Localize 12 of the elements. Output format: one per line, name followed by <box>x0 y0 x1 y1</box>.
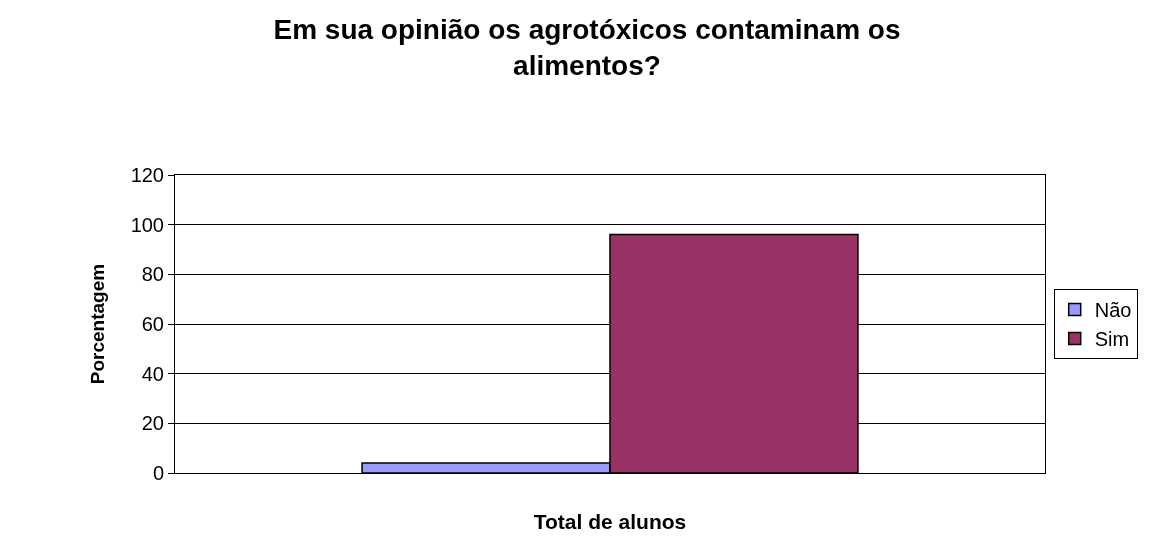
y-tick-label: 20 <box>141 412 164 435</box>
y-tick-label: 0 <box>152 462 164 484</box>
x-tick-label: Total de alunos <box>533 510 687 534</box>
y-tick-label: 120 <box>130 164 164 186</box>
legend-label: Não <box>1094 299 1132 322</box>
y-tick-label: 60 <box>141 313 164 335</box>
chart-title: Em sua opinião os agrotóxicos contaminam os alimentos? <box>273 13 901 82</box>
y-tick-label: 100 <box>130 213 164 236</box>
y-axis-title: Porcentagem <box>87 263 109 385</box>
y-tick-label: 80 <box>141 263 164 286</box>
y-tick-label: 40 <box>141 362 164 385</box>
legend-label: Sim <box>1094 328 1130 351</box>
